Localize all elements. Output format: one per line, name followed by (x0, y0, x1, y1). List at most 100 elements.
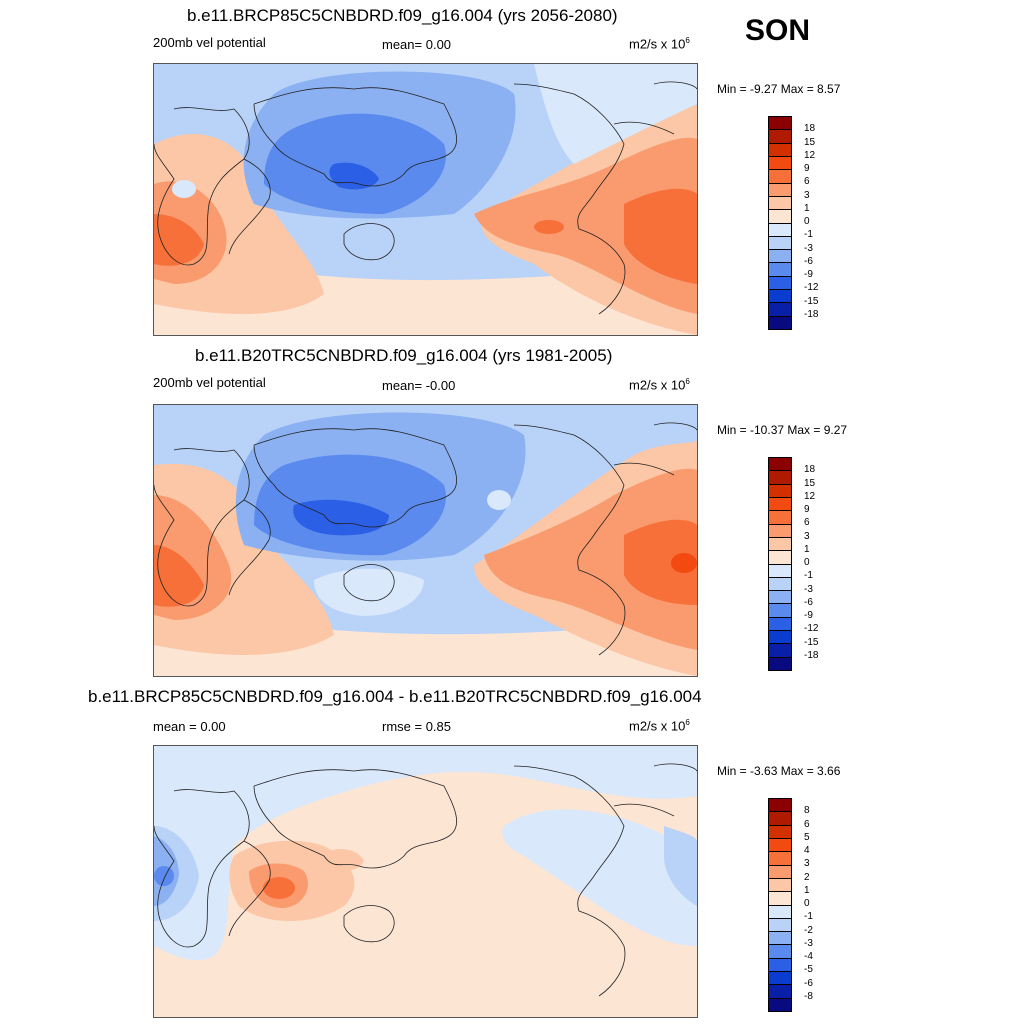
panel2-units: m2/s x 106 (629, 377, 690, 393)
colorbar-swatch (769, 838, 791, 853)
colorbar-label: -3 (804, 242, 813, 254)
panel3-colorbar (768, 798, 792, 1012)
colorbar-swatch (769, 799, 791, 813)
colorbar-label: 5 (804, 831, 810, 843)
panel3-title: b.e11.BRCP85C5CNBDRD.f09_g16.004 - b.e11… (88, 687, 702, 706)
colorbar-label: 15 (804, 477, 816, 489)
colorbar-swatch (769, 972, 791, 986)
panel1-mean-label: mean= 0.00 (382, 37, 452, 52)
colorbar-swatch (769, 878, 791, 893)
colorbar-label: -12 (804, 623, 819, 635)
colorbar-label: 9 (804, 163, 810, 174)
colorbar-swatch (769, 210, 791, 224)
colorbar-label: -8 (804, 990, 813, 1002)
colorbar-label: 18 (804, 464, 816, 476)
colorbar-label: 6 (804, 517, 810, 529)
colorbar-label: 0 (804, 557, 810, 568)
colorbar-label: -1 (804, 229, 813, 241)
panel1-minmax: Min = -9.27 Max = 8.57 (717, 82, 841, 96)
colorbar-swatch (769, 170, 791, 184)
colorbar-label: -2 (804, 924, 813, 936)
colorbar-swatch (769, 892, 791, 906)
colorbar-swatch (769, 303, 791, 317)
panel1-variable-label: 200mb vel potential (153, 35, 266, 50)
panel2-colorbar (768, 457, 792, 671)
panel2-minmax: Min = -10.37 Max = 9.27 (717, 423, 848, 437)
colorbar-swatch (769, 932, 791, 946)
colorbar-swatch (769, 905, 791, 919)
panel3-rmse-label: rmse = 0.85 (382, 719, 452, 734)
colorbar-swatch (769, 497, 791, 512)
colorbar-swatch (769, 524, 791, 538)
colorbar-label: -1 (804, 570, 813, 582)
colorbar-swatch (769, 998, 791, 1011)
panel2-title: b.e11.B20TRC5CNBDRD.f09_g16.004 (yrs 198… (195, 346, 613, 365)
colorbar-label: -15 (804, 295, 819, 307)
panel2-variable-label: 200mb vel potential (153, 375, 266, 390)
colorbar-swatch (769, 577, 791, 592)
colorbar-label: -18 (804, 308, 819, 320)
colorbar-swatch (769, 537, 791, 552)
colorbar-label: -15 (804, 636, 819, 648)
colorbar-label: 1 (804, 884, 810, 896)
colorbar-label: 8 (804, 805, 810, 817)
colorbar-label: 3 (804, 858, 810, 870)
colorbar-label: -18 (804, 649, 819, 661)
colorbar-swatch (769, 657, 791, 670)
colorbar-swatch (769, 852, 791, 866)
colorbar-label: -6 (804, 596, 813, 608)
colorbar-label: 3 (804, 189, 810, 201)
colorbar-swatch (769, 276, 791, 291)
colorbar-swatch (769, 117, 791, 131)
colorbar-label: 6 (804, 818, 810, 830)
colorbar-label: -6 (804, 977, 813, 989)
colorbar-swatch (769, 263, 791, 277)
colorbar-swatch (769, 617, 791, 632)
colorbar-swatch (769, 316, 791, 329)
colorbar-label: 4 (804, 845, 810, 856)
colorbar-label: 12 (804, 490, 816, 502)
panel3-map (153, 745, 698, 1018)
colorbar-swatch (769, 156, 791, 171)
colorbar-swatch (769, 130, 791, 144)
colorbar-swatch (769, 865, 791, 879)
season-label: SON (745, 14, 811, 47)
panel1-map (153, 63, 698, 336)
colorbar-swatch (769, 236, 791, 251)
colorbar-label: 18 (804, 123, 816, 135)
colorbar-label: 2 (804, 871, 810, 883)
colorbar-swatch (769, 958, 791, 973)
panel1-colorbar (768, 116, 792, 330)
panel1-units: m2/s x 106 (629, 36, 690, 52)
colorbar-swatch (769, 458, 791, 472)
colorbar-label: -9 (804, 269, 813, 280)
colorbar-swatch (769, 812, 791, 826)
colorbar-label: 9 (804, 504, 810, 515)
colorbar-label: -12 (804, 282, 819, 294)
colorbar-swatch (769, 484, 791, 498)
colorbar-label: 0 (804, 898, 810, 909)
colorbar-swatch (769, 196, 791, 211)
colorbar-label: 1 (804, 543, 810, 555)
colorbar-swatch (769, 564, 791, 578)
colorbar-label: 0 (804, 216, 810, 227)
colorbar-swatch (769, 511, 791, 525)
panel2-mean-label: mean= -0.00 (382, 378, 456, 393)
colorbar-swatch (769, 918, 791, 933)
panel3-units: m2/s x 106 (629, 718, 690, 734)
colorbar-swatch (769, 551, 791, 565)
colorbar-label: -3 (804, 937, 813, 949)
panel2-map (153, 404, 698, 677)
colorbar-swatch (769, 985, 791, 999)
colorbar-label: 1 (804, 202, 810, 214)
colorbar-swatch (769, 644, 791, 658)
panel3-mean-label: mean = 0.00 (153, 719, 226, 734)
panel3-minmax: Min = -3.63 Max = 3.66 (717, 764, 841, 778)
colorbar-swatch (769, 223, 791, 237)
colorbar-label: -3 (804, 583, 813, 595)
colorbar-swatch (769, 945, 791, 959)
colorbar-label: 15 (804, 136, 816, 148)
panel1-title: b.e11.BRCP85C5CNBDRD.f09_g16.004 (yrs 20… (187, 6, 618, 25)
colorbar-label: -9 (804, 610, 813, 621)
colorbar-swatch (769, 250, 791, 264)
